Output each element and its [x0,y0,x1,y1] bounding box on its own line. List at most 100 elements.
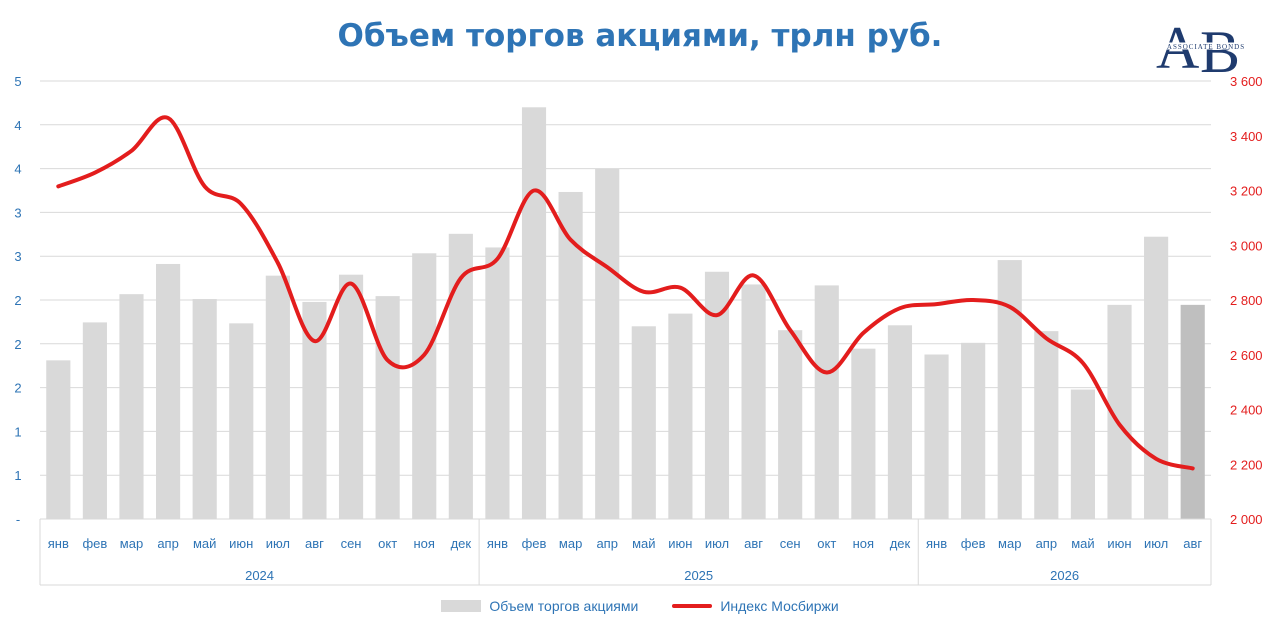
year-label: 2024 [245,568,274,583]
bar [119,294,144,519]
right-axis-tick-label: 2 800 [1230,293,1263,308]
right-axis-tick-label: 2 600 [1230,348,1263,363]
bar [851,348,876,519]
legend-item-volume: Объем торгов акциями [441,598,638,614]
left-axis-tick-label: 4 [14,162,21,177]
left-axis-tick-label: 3 [14,249,21,264]
month-label: янв [48,536,69,551]
month-label: июн [229,536,253,551]
month-label: апр [157,536,179,551]
month-label: сен [341,536,362,551]
month-label: июл [1144,536,1168,551]
right-axis-tick-label: 3 600 [1230,74,1263,89]
month-label: окт [378,536,397,551]
month-label: ноя [414,536,435,551]
month-label: мар [120,536,143,551]
month-label: авг [1183,536,1202,551]
bar [631,326,656,519]
bar [778,330,803,519]
bar [668,313,693,519]
bar [814,285,839,519]
year-label: 2026 [1050,568,1079,583]
bar [46,360,71,519]
month-label: мар [998,536,1021,551]
month-label: сен [780,536,801,551]
month-label: май [1071,536,1094,551]
left-axis-tick-label: - [16,512,20,527]
bar [412,253,437,519]
month-label: окт [817,536,836,551]
svg-text:ASSOCIATE BONDS: ASSOCIATE BONDS [1167,43,1245,51]
month-label: июл [705,536,729,551]
bar [82,322,107,519]
left-axis-tick-label: 5 [14,74,21,89]
right-axis-ticks: 2 000 2 200 2 400 2 600 2 800 3 000 3 200 3 400… [1230,74,1263,527]
bar [1180,304,1205,519]
left-axis-ticks: - 1 1 2 2 2 3 3 4 4 5 [14,74,21,527]
x-axis-year-labels: 2024 2025 2026 [245,519,1079,585]
legend-line-swatch [672,604,713,608]
month-label: июн [668,536,692,551]
bar [997,260,1022,519]
legend-bar-swatch [441,600,482,612]
month-label: апр [1036,536,1058,551]
month-label: фев [82,536,107,551]
month-label: мар [559,536,582,551]
bar [741,284,766,519]
chart-title: Объем торгов акциями, трлн руб. [337,18,943,54]
x-axis-month-labels: янв фев мар апр май июн июл авг сен окт ноя дек янв ф… [48,536,1203,551]
right-axis-tick-label: 3 200 [1230,184,1263,199]
month-label: май [193,536,216,551]
bar [338,274,364,519]
bar [485,247,510,519]
left-axis-tick-label: 3 [14,205,21,220]
month-label: авг [744,536,763,551]
bar [1034,331,1059,519]
ab-logo: A B ASSOCIATE BONDS [1156,15,1252,80]
month-label: янв [926,536,947,551]
left-axis-tick-label: 1 [14,424,21,439]
month-label: авг [305,536,324,551]
bar [265,275,290,519]
month-label: фев [961,536,986,551]
month-label: май [632,536,655,551]
legend-label-index: Индекс Мосбиржи [720,598,839,614]
month-label: июл [266,536,290,551]
right-axis-tick-label: 3 400 [1230,129,1263,144]
bar [595,168,620,519]
right-axis-tick-label: 2 400 [1230,403,1263,418]
left-axis-tick-label: 2 [14,381,21,396]
month-label: ноя [853,536,874,551]
bar [887,325,913,519]
right-axis-tick-label: 2 000 [1230,512,1263,527]
left-axis-tick-label: 2 [14,293,21,308]
month-label: апр [596,536,618,551]
right-axis-tick-label: 2 200 [1230,457,1263,472]
index-line [56,115,1195,471]
line-series [56,115,1195,471]
month-label: фев [522,536,547,551]
bar [229,323,254,519]
legend-item-index: Индекс Мосбиржи [672,598,839,614]
legend-label-volume: Объем торгов акциями [489,598,639,614]
month-label: янв [487,536,508,551]
axes [39,518,1212,586]
bar [1070,389,1095,519]
bar [961,342,986,519]
right-axis-tick-label: 3 000 [1230,238,1263,253]
legend: Объем торгов акциями Индекс Мосбиржи [0,598,1280,614]
left-axis-tick-label: 4 [14,118,21,133]
bar [375,296,400,519]
year-label: 2025 [684,568,713,583]
left-axis-tick-label: 2 [14,337,21,352]
bar [1144,236,1169,519]
bar [924,354,949,519]
month-label: дек [451,536,472,551]
bar [521,107,547,519]
bar [156,263,181,519]
left-axis-tick-label: 1 [14,468,21,483]
bar [192,299,217,519]
month-label: июн [1107,536,1131,551]
month-label: дек [890,536,911,551]
